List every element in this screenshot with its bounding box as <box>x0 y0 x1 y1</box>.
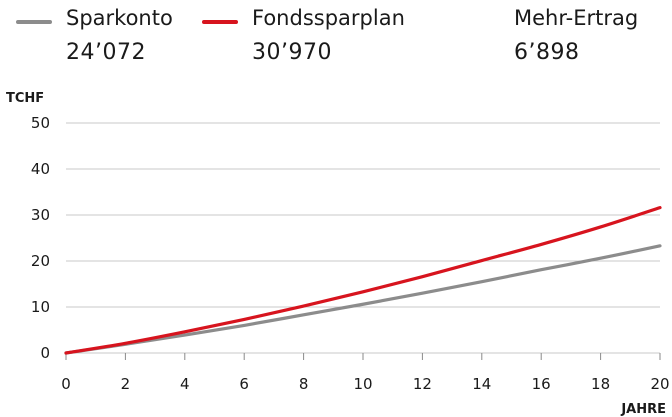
x-tick-label: 0 <box>61 375 71 393</box>
legend: Sparkonto 24’072 Fondssparplan 30’970 Me… <box>0 4 672 74</box>
mehr-label: Mehr-Ertrag <box>514 6 639 30</box>
x-tick-label: 14 <box>472 375 491 393</box>
x-axis-title: JAHRE <box>620 402 666 417</box>
x-tick-label: 10 <box>353 375 372 393</box>
series-line-fondssparplan <box>64 206 662 355</box>
sparkonto-value: 24’072 <box>66 40 146 65</box>
sparkonto-swatch <box>16 20 52 24</box>
x-tick-label: 18 <box>591 375 610 393</box>
series-lines <box>64 206 662 355</box>
series-line-sparkonto <box>64 244 662 355</box>
x-tick-labels: 0 2 4 6 8 10 12 14 16 18 20 <box>61 375 669 393</box>
y-tick-label: 30 <box>31 206 50 224</box>
y-axis-title: TCHF <box>6 91 44 106</box>
y-tick-label: 40 <box>31 160 50 178</box>
fonds-value: 30’970 <box>252 40 332 65</box>
x-tick-label: 16 <box>532 375 551 393</box>
fonds-swatch <box>202 20 238 24</box>
y-tick-labels: 0 10 20 30 40 50 <box>31 114 50 362</box>
x-tick-label: 6 <box>239 375 249 393</box>
y-tick-label: 50 <box>31 114 50 132</box>
mehr-value: 6’898 <box>514 40 580 65</box>
fonds-label: Fondssparplan <box>252 6 405 30</box>
x-tick-label: 12 <box>413 375 432 393</box>
x-tick-label: 20 <box>650 375 669 393</box>
grid-lines <box>65 122 661 360</box>
y-tick-label: 0 <box>40 344 50 362</box>
x-tick-label: 4 <box>180 375 190 393</box>
y-tick-label: 20 <box>31 252 50 270</box>
sparkonto-label: Sparkonto <box>66 6 173 30</box>
y-tick-label: 10 <box>31 298 50 316</box>
x-tick-label: 8 <box>299 375 309 393</box>
x-tick-label: 2 <box>121 375 131 393</box>
